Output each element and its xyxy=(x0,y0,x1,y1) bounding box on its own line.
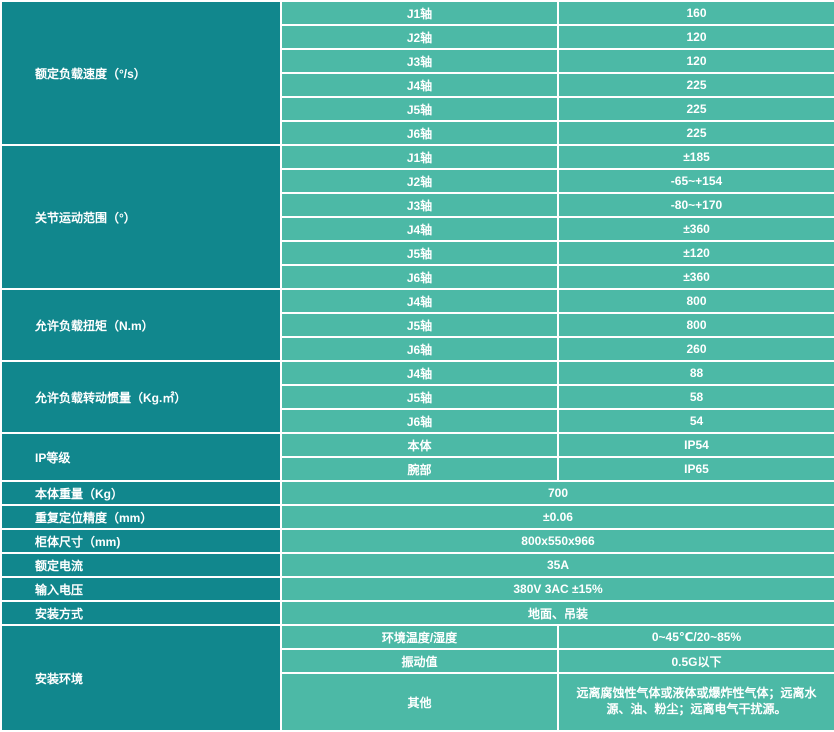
spec-value-cell: 160 xyxy=(557,0,834,26)
spec-value-cell: 225 xyxy=(557,96,834,122)
table-row: 振动值 0.5G以下 xyxy=(1,648,834,674)
spec-subitem-cell: 腕部 xyxy=(280,456,559,482)
table-row: J5轴 225 xyxy=(1,96,834,122)
spec-subitem-cell: 振动值 xyxy=(280,648,559,674)
spec-value-cell: ±185 xyxy=(557,144,834,170)
spec-category-cell: 柜体尺寸（mm) xyxy=(0,528,282,554)
table-row: J4轴 225 xyxy=(1,72,834,98)
spec-subitem-cell: J1轴 xyxy=(280,144,559,170)
spec-subitem-cell: J6轴 xyxy=(280,120,559,146)
table-row: J2轴 -65~+154 xyxy=(1,168,834,194)
table-row: 允许负载转动惯量（Kg.㎡） J4轴 88 xyxy=(0,360,834,434)
spec-value-cell: 88 xyxy=(557,360,834,386)
spec-value-cell: 700 xyxy=(280,480,834,506)
spec-subitem-cell: J3轴 xyxy=(280,192,559,218)
spec-category-cell: 安装环境 xyxy=(0,624,282,732)
table-row: 额定电流 35A xyxy=(0,552,834,578)
spec-category-cell: 额定负载速度（°/s） xyxy=(0,0,282,146)
table-row: IP等级 本体 IP54 xyxy=(0,432,834,482)
spec-value-cell: 58 xyxy=(557,384,834,410)
spec-subitem-cell: J4轴 xyxy=(280,360,559,386)
spec-value-cell: 地面、吊装 xyxy=(280,600,834,626)
spec-category-cell: 安装方式 xyxy=(0,600,282,626)
spec-category-cell: 重复定位精度（mm） xyxy=(0,504,282,530)
spec-subitem-cell: J6轴 xyxy=(280,408,559,434)
spec-category-cell: 本体重量（Kg） xyxy=(0,480,282,506)
table-row: J5轴 58 xyxy=(1,384,834,410)
table-row: 其他 远离腐蚀性气体或液体或爆炸性气体；远离水源、油、粉尘；远离电气干扰源。 xyxy=(1,672,834,732)
spec-value-cell: ±360 xyxy=(557,264,834,290)
spec-value-cell: 35A xyxy=(280,552,834,578)
spec-value-cell: ±120 xyxy=(557,240,834,266)
spec-subitem-cell: J4轴 xyxy=(280,288,559,314)
table-row: 安装环境 环境温度/湿度 0~45℃/20~85% xyxy=(0,624,834,732)
spec-subitem-cell: J5轴 xyxy=(280,312,559,338)
spec-value-cell: 54 xyxy=(557,408,834,434)
spec-value-cell: -80~+170 xyxy=(557,192,834,218)
spec-value-cell: 800x550x966 xyxy=(280,528,834,554)
spec-subitem-cell: J2轴 xyxy=(280,24,559,50)
table-row: J5轴 800 xyxy=(1,312,834,338)
table-row: J6轴 225 xyxy=(1,120,834,146)
spec-value-cell: 120 xyxy=(557,48,834,74)
spec-subitem-cell: J6轴 xyxy=(280,264,559,290)
spec-value-cell: 260 xyxy=(557,336,834,362)
spec-subitem-cell: 环境温度/湿度 xyxy=(280,624,559,650)
spec-subitem-cell: 本体 xyxy=(280,432,559,458)
table-row: 安装方式 地面、吊装 xyxy=(0,600,834,626)
spec-value-cell: 远离腐蚀性气体或液体或爆炸性气体；远离水源、油、粉尘；远离电气干扰源。 xyxy=(557,672,834,732)
spec-value-cell: 800 xyxy=(557,312,834,338)
spec-subitem-cell: J5轴 xyxy=(280,384,559,410)
spec-subitem-cell: J1轴 xyxy=(280,0,559,26)
spec-category-cell: 额定电流 xyxy=(0,552,282,578)
spec-category-cell: 允许负载扭矩（N.m） xyxy=(0,288,282,362)
table-row: 允许负载扭矩（N.m） J4轴 800 xyxy=(0,288,834,362)
spec-value-cell: ±0.06 xyxy=(280,504,834,530)
table-row: 关节运动范围（°） J1轴 ±185 xyxy=(0,144,834,290)
table-row: 本体重量（Kg） 700 xyxy=(0,480,834,506)
spec-value-cell: 380V 3AC ±15% xyxy=(280,576,834,602)
spec-category-cell: IP等级 xyxy=(0,432,282,482)
table-row: J3轴 120 xyxy=(1,48,834,74)
spec-value-cell: 800 xyxy=(557,288,834,314)
spec-category-cell: 关节运动范围（°） xyxy=(0,144,282,290)
spec-subitem-cell: J5轴 xyxy=(280,96,559,122)
table-row: 额定负载速度（°/s） J1轴 160 xyxy=(0,0,834,146)
table-row: 柜体尺寸（mm) 800x550x966 xyxy=(0,528,834,554)
spec-value-cell: 225 xyxy=(557,72,834,98)
table-row: J3轴 -80~+170 xyxy=(1,192,834,218)
spec-subitem-cell: J6轴 xyxy=(280,336,559,362)
spec-value-cell: -65~+154 xyxy=(557,168,834,194)
spec-subitem-cell: J2轴 xyxy=(280,168,559,194)
spec-value-cell: 225 xyxy=(557,120,834,146)
table-row: 重复定位精度（mm） ±0.06 xyxy=(0,504,834,530)
table-row: 腕部 IP65 xyxy=(1,456,834,482)
table-row: 输入电压 380V 3AC ±15% xyxy=(0,576,834,602)
spec-value-cell: 0.5G以下 xyxy=(557,648,834,674)
spec-category-cell: 允许负载转动惯量（Kg.㎡） xyxy=(0,360,282,434)
spec-value-cell: IP65 xyxy=(557,456,834,482)
spec-value-cell: ±360 xyxy=(557,216,834,242)
spec-value-cell: 0~45℃/20~85% xyxy=(557,624,834,650)
spec-subitem-cell: 其他 xyxy=(280,672,559,732)
spec-subitem-cell: J3轴 xyxy=(280,48,559,74)
table-row: J5轴 ±120 xyxy=(1,240,834,266)
spec-subitem-cell: J4轴 xyxy=(280,216,559,242)
table-row: J6轴 ±360 xyxy=(1,264,834,290)
table-row: J6轴 54 xyxy=(1,408,834,434)
spec-value-cell: 120 xyxy=(557,24,834,50)
spec-subitem-cell: J4轴 xyxy=(280,72,559,98)
spec-subitem-cell: J5轴 xyxy=(280,240,559,266)
spec-value-cell: IP54 xyxy=(557,432,834,458)
table-row: J6轴 260 xyxy=(1,336,834,362)
spec-category-cell: 输入电压 xyxy=(0,576,282,602)
table-row: J4轴 ±360 xyxy=(1,216,834,242)
